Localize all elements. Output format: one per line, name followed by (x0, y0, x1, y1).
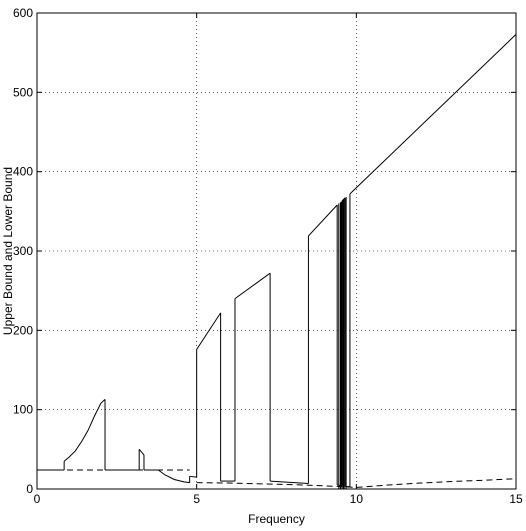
x-axis-label: Frequency (248, 512, 305, 526)
series-segment (234, 272, 271, 300)
lower-bound-series (37, 469, 517, 488)
series-segment (63, 398, 106, 462)
y-tick-label: 600 (13, 6, 33, 20)
series-segment (196, 478, 517, 488)
series-segment (196, 312, 222, 350)
series-segment (138, 449, 145, 456)
y-tick-label: 200 (13, 323, 33, 337)
y-tick-label: 100 (13, 403, 33, 417)
series-segment (189, 475, 197, 478)
x-tick-label: 5 (193, 492, 200, 506)
y-tick-label: 500 (13, 85, 33, 99)
y-tick-label: 300 (13, 244, 33, 258)
series-segment (143, 469, 190, 484)
upper-bound-series (37, 34, 517, 489)
series-segment (308, 204, 338, 237)
x-tick-label: 0 (34, 492, 41, 506)
y-axis-label: Upper Bound and Lower Bound (1, 167, 15, 335)
plot-area (37, 34, 517, 489)
series-segment (349, 34, 517, 195)
series-segment (270, 480, 309, 484)
x-tick-label: 15 (509, 492, 523, 506)
x-tick-label: 10 (350, 492, 364, 506)
y-tick-label: 400 (13, 165, 33, 179)
ticks: 0 5 10 15 0 100 200 300 400 500 600 (13, 6, 523, 506)
y-tick-label: 0 (26, 482, 33, 496)
